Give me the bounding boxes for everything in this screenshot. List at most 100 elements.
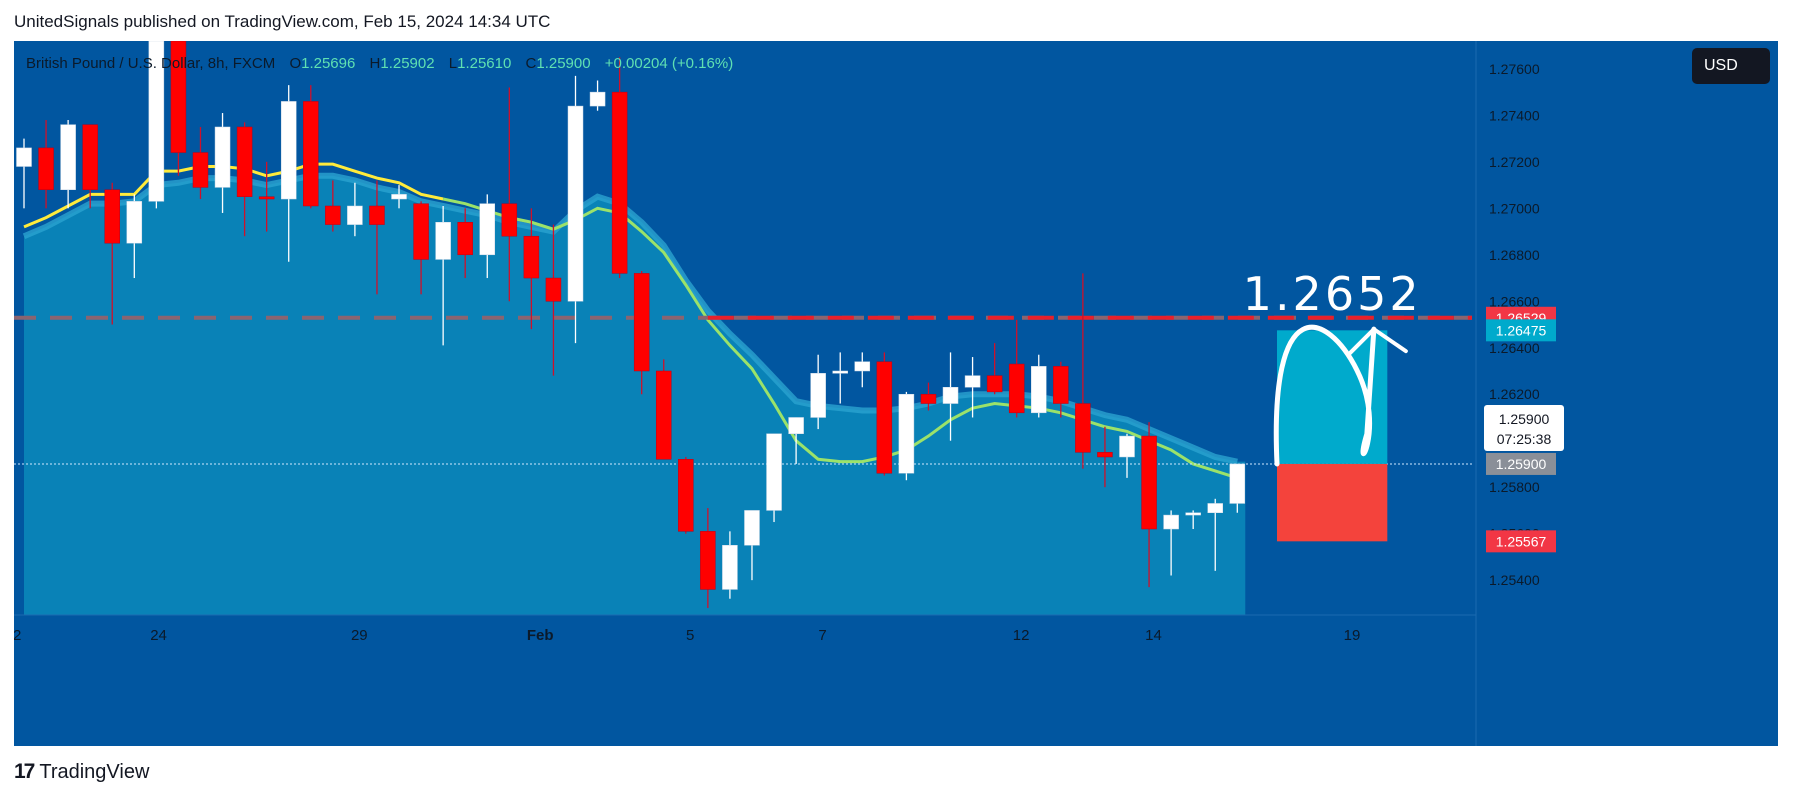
candle-43 [964, 357, 981, 418]
candle-39 [876, 352, 893, 476]
candle-body [236, 126, 253, 197]
candle-body [766, 433, 782, 511]
candle-24 [545, 224, 562, 376]
chart-panel[interactable]: 1.2652 1.27600 1.27400 1.27200 1.27000 1.2680… [14, 41, 1778, 746]
y-tick-label: 1.27400 [1489, 107, 1540, 123]
projection-arrow-icon [1347, 326, 1408, 356]
candle-21 [479, 194, 496, 279]
candle-body [722, 545, 738, 590]
candle-3 [82, 124, 98, 209]
candle-7 [170, 41, 187, 176]
candle-body [148, 41, 165, 202]
candle-body [1207, 503, 1223, 513]
candle-15 [347, 182, 363, 237]
y-tick-label: 1.25800 [1489, 479, 1540, 495]
candle-51 [1141, 422, 1157, 588]
candle-23 [523, 208, 540, 330]
candle-body [214, 126, 231, 188]
candle-26 [589, 80, 606, 111]
countdown-price: 1.25900 [1499, 411, 1550, 427]
projection-path [1273, 325, 1377, 467]
y-tick-label: 1.27200 [1489, 154, 1540, 170]
candle-body [170, 41, 187, 153]
candle-body [1141, 435, 1157, 530]
candle-30 [678, 456, 694, 534]
publish-caption: UnitedSignals published on TradingView.c… [14, 12, 551, 31]
ohlc-legend: British Pound / U.S. Dollar, 8h, FXCM O1… [26, 55, 733, 72]
candle-20 [457, 208, 473, 279]
candle-body [1008, 363, 1025, 414]
low-value: 1.25610 [457, 55, 512, 72]
candle-0 [16, 138, 32, 209]
candle-body [347, 205, 363, 225]
candle-28 [633, 271, 650, 395]
candle-body [942, 387, 959, 404]
currency-button[interactable]: USD [1692, 48, 1770, 84]
candle-body [479, 203, 496, 256]
candle-body [633, 273, 650, 372]
candle-body [788, 417, 804, 434]
y-tick-label: 1.27600 [1489, 61, 1540, 77]
candlestick-chart[interactable]: 1.2652 1.27600 1.27400 1.27200 1.27000 1.2680… [14, 41, 1778, 746]
x-tick-label: 29 [351, 627, 368, 644]
candle-54 [1207, 498, 1223, 571]
candle-body [82, 124, 98, 190]
brand-name: TradingView [39, 760, 150, 783]
x-tick-label: 24 [150, 627, 167, 644]
candle-18 [413, 201, 429, 295]
candle-body [501, 203, 518, 237]
candle-body [126, 201, 143, 244]
price-tag-bg [1486, 319, 1556, 342]
candle-body [1119, 435, 1135, 458]
high-key: H [369, 55, 381, 72]
candle-body [413, 203, 429, 260]
candle-body [523, 235, 540, 279]
candle-body [854, 361, 871, 372]
candle-45 [1008, 319, 1025, 418]
candle-body [1031, 366, 1047, 414]
x-tick-label: 7 [818, 627, 826, 644]
candle-body [457, 222, 473, 256]
candle-body [435, 222, 451, 260]
candle-11 [258, 161, 275, 232]
y-tick-label: 1.26600 [1489, 293, 1540, 309]
current-price-tag-label: 1.25900 [1496, 456, 1547, 472]
candle-body [545, 277, 562, 302]
candle-body [192, 152, 209, 188]
close-key: C [525, 55, 537, 72]
candle-16 [369, 180, 385, 295]
y-tick-label: 1.27000 [1489, 200, 1540, 216]
candle-40 [898, 391, 915, 481]
candle-body [1163, 514, 1179, 530]
symbol-title[interactable]: British Pound / U.S. Dollar, 8h, FXCM [26, 55, 276, 72]
resistance-label: 1.2652 [1243, 267, 1422, 321]
candle-body [567, 105, 584, 302]
candle-body [325, 205, 341, 225]
candle-body [1075, 403, 1091, 453]
candle-33 [744, 510, 760, 581]
candle-37 [832, 352, 848, 404]
high-value: 1.25902 [380, 55, 435, 72]
candle-46 [1031, 354, 1047, 418]
plot-area [14, 41, 1472, 615]
stop-zone [1277, 463, 1388, 542]
tv-logo-icon: 17 [14, 760, 35, 783]
y-tick-label: 1.25400 [1489, 572, 1540, 588]
candle-body [655, 370, 672, 460]
candle-29 [655, 359, 672, 460]
candle-2 [60, 120, 76, 209]
candle-49 [1097, 426, 1113, 488]
candle-53 [1185, 510, 1201, 530]
change-value: +0.00204 (+0.16%) [604, 55, 734, 72]
candle-22 [501, 87, 518, 302]
candle-body [700, 531, 716, 590]
candle-body [303, 101, 319, 207]
candle-36 [810, 354, 826, 430]
candle-body [744, 510, 760, 546]
candle-32 [722, 531, 738, 599]
candle-body [986, 375, 1003, 393]
candle-body [920, 393, 937, 404]
countdown-timer: 07:25:38 [1497, 431, 1552, 447]
candle-47 [1053, 361, 1069, 418]
tradingview-logo[interactable]: 17 TradingView [14, 760, 149, 784]
